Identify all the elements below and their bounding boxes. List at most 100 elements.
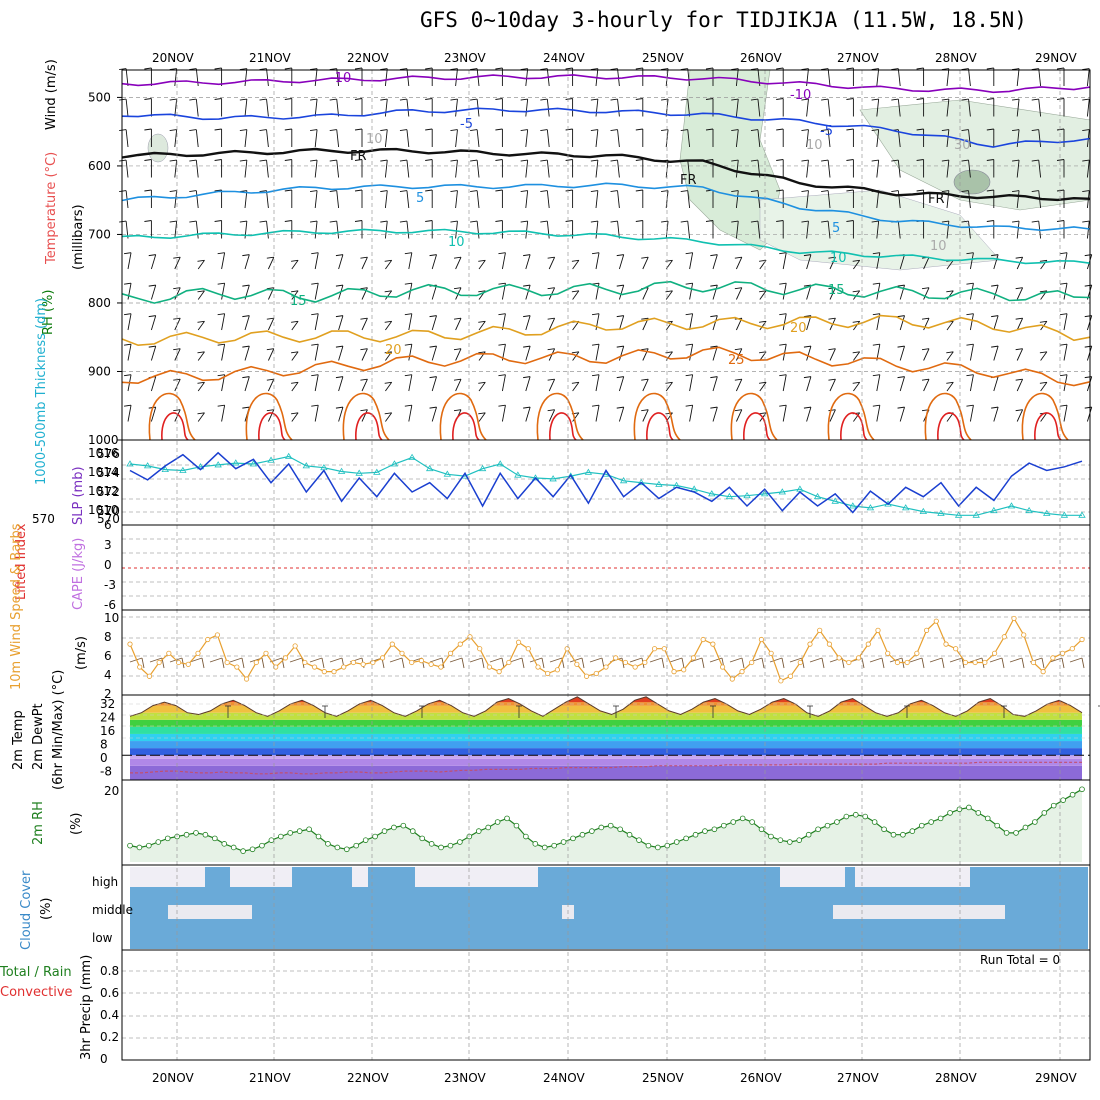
wind-barb (801, 98, 809, 101)
wind-speed-point (447, 650, 454, 656)
axis-label: 1000-500mb Thickness (dm) (34, 298, 49, 485)
wind-barb (665, 321, 673, 331)
wind-barb (335, 345, 343, 348)
wind-barb (384, 99, 388, 117)
wind-barb (1059, 374, 1068, 377)
wind-barb (782, 313, 787, 331)
isotherm-loop (633, 392, 681, 441)
wind-barb (267, 318, 275, 331)
wind-barb (239, 68, 247, 71)
wind-speed-point (292, 643, 298, 649)
wind-barb (431, 315, 437, 331)
ytick-wind: 10 (104, 611, 119, 625)
wind-barb (853, 412, 861, 422)
rh-point (127, 842, 133, 849)
wind-barb (239, 98, 247, 101)
rh-point (212, 835, 218, 842)
wind-barb (197, 412, 205, 422)
rh-point (221, 841, 228, 847)
contour-label: FR (680, 173, 697, 188)
wind-barb (872, 252, 880, 255)
wind-barb (195, 129, 199, 148)
wind-barb (710, 345, 718, 348)
thickness-point (1025, 506, 1033, 514)
wind-barb (189, 220, 197, 223)
day-label-top: 29NOV (1035, 51, 1077, 65)
wind-barb (547, 378, 555, 381)
wind-barb (429, 376, 437, 379)
wind-barb (929, 657, 943, 663)
wind-speed-point (1001, 634, 1007, 640)
wind-barb (705, 159, 714, 161)
wind-barb (757, 221, 761, 239)
panel-frame (121, 949, 1091, 1061)
wind-barb (941, 159, 949, 162)
wind-barb (731, 159, 739, 162)
wind-barb (572, 412, 580, 422)
wind-barb (523, 345, 531, 348)
wind-barb (217, 313, 225, 316)
wind-barb (642, 257, 649, 270)
wind-barb (1039, 320, 1047, 323)
wind-barb (712, 345, 718, 361)
rh-point (391, 824, 397, 831)
wind-barb (217, 404, 225, 407)
ytick-slp: 1016 (88, 446, 119, 460)
wind-barb (525, 129, 529, 148)
thickness-point (161, 465, 169, 472)
wind-speed-point (865, 641, 871, 647)
wind-barb (266, 160, 269, 178)
thickness-point (831, 497, 839, 504)
wind-barb (478, 381, 486, 384)
rh-point (155, 839, 162, 845)
wind-barb (710, 406, 718, 409)
wind-barb (961, 68, 969, 71)
wind-barb (525, 315, 531, 331)
thickness-point (249, 460, 258, 467)
wind-barb (649, 657, 663, 663)
wind-barb (174, 190, 178, 209)
wind-barb (591, 343, 600, 346)
wind-speed-point (855, 655, 862, 661)
wind-barb (541, 657, 545, 669)
wind-speed-point (331, 669, 337, 675)
wind-barb (821, 190, 829, 193)
wind-barb (665, 129, 669, 148)
thickness-point (813, 492, 822, 500)
wind-barb (150, 345, 157, 361)
rh-point (438, 844, 444, 851)
rh-point (334, 844, 341, 851)
wind-barb (1084, 406, 1092, 409)
ytick-wind: 2 (104, 687, 112, 701)
wind-barb (311, 282, 319, 285)
wind-barb (827, 129, 831, 148)
wind-barb (242, 345, 250, 348)
wind-barb (852, 290, 860, 293)
thickness-point (143, 462, 152, 469)
contour-label: 15 (828, 283, 845, 298)
wind-barb (806, 315, 812, 331)
wind-barb (891, 190, 899, 193)
rh-point (504, 815, 510, 822)
wind-barb (846, 128, 854, 131)
rh-point (984, 815, 991, 822)
wind-barb (617, 221, 620, 239)
wind-barb (354, 220, 363, 222)
wind-speed-point (273, 664, 279, 670)
wind-barb (291, 412, 299, 415)
wind-barb (284, 220, 292, 222)
wind-barb (899, 254, 905, 270)
wind-barb (916, 128, 924, 131)
wind-barb (384, 290, 392, 293)
wind-barb (291, 321, 299, 331)
wind-barb (735, 379, 743, 392)
wind-barb (425, 159, 433, 161)
rh-point (325, 841, 331, 847)
wind-speed-point (243, 676, 250, 682)
wind-barb (565, 67, 573, 70)
wind-barb (149, 657, 163, 663)
wind-barb (384, 221, 388, 239)
wind-barb (581, 657, 585, 669)
wind-barb (429, 254, 437, 257)
